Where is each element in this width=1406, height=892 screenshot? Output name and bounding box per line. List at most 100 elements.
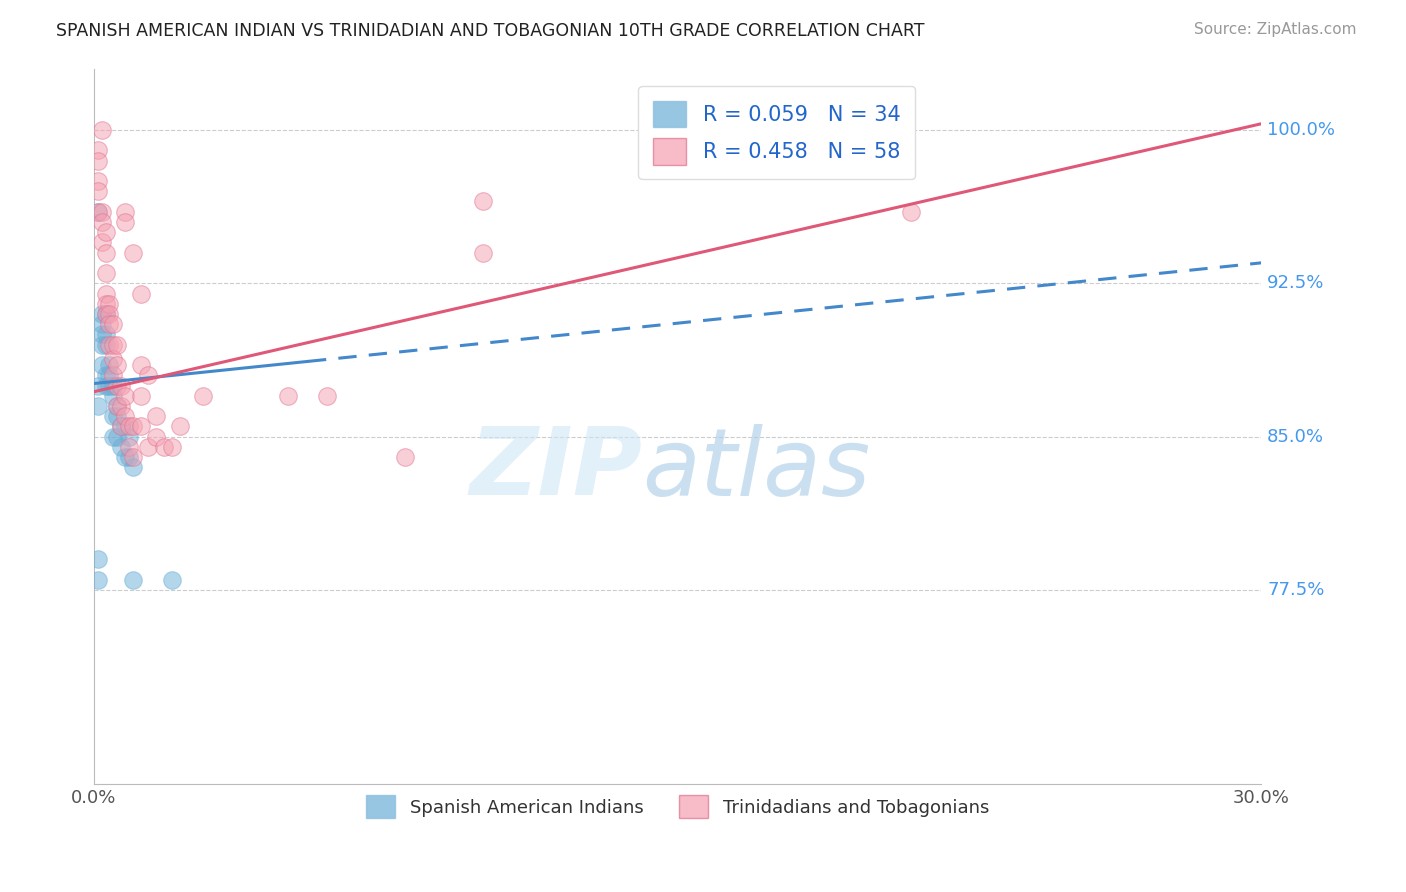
Point <box>129 286 152 301</box>
Point <box>90 204 112 219</box>
Point <box>105 399 128 413</box>
Point <box>114 215 136 229</box>
Point <box>316 389 339 403</box>
Text: Source: ZipAtlas.com: Source: ZipAtlas.com <box>1194 22 1357 37</box>
Point <box>87 204 110 219</box>
Point <box>90 235 112 250</box>
Point <box>110 399 132 413</box>
Point <box>121 450 143 465</box>
Point <box>90 317 112 331</box>
Point <box>90 307 112 321</box>
Point <box>87 174 110 188</box>
Point <box>394 450 416 465</box>
Point <box>110 440 132 454</box>
Point <box>118 440 141 454</box>
Point <box>98 368 121 383</box>
Point <box>103 337 125 351</box>
Point <box>277 389 299 403</box>
Point <box>114 204 136 219</box>
Point <box>103 368 125 383</box>
Point <box>90 337 112 351</box>
Point <box>98 358 121 372</box>
Point <box>110 419 132 434</box>
Point <box>138 440 160 454</box>
Point <box>90 358 112 372</box>
Point <box>103 430 125 444</box>
Point <box>114 419 136 434</box>
Point <box>121 419 143 434</box>
Point <box>110 419 132 434</box>
Text: ZIP: ZIP <box>470 424 643 516</box>
Point <box>472 194 495 209</box>
Point <box>823 123 845 137</box>
Point <box>160 440 183 454</box>
Point <box>121 573 143 587</box>
Point <box>129 419 152 434</box>
Point <box>145 430 167 444</box>
Point <box>110 378 132 392</box>
Point <box>87 204 110 219</box>
Point <box>87 184 110 198</box>
Text: atlas: atlas <box>643 424 870 515</box>
Point <box>98 378 121 392</box>
Point <box>114 389 136 403</box>
Point <box>900 204 922 219</box>
Point <box>94 286 117 301</box>
Point <box>105 430 128 444</box>
Point <box>94 307 117 321</box>
Point <box>153 440 176 454</box>
Point <box>103 317 125 331</box>
Point <box>94 297 117 311</box>
Point <box>90 123 112 137</box>
Point <box>98 337 121 351</box>
Text: 100.0%: 100.0% <box>1267 121 1336 139</box>
Point <box>472 245 495 260</box>
Point <box>90 327 112 342</box>
Point <box>94 327 117 342</box>
Point <box>105 409 128 424</box>
Point <box>160 573 183 587</box>
Point <box>118 430 141 444</box>
Point <box>94 368 117 383</box>
Point <box>87 144 110 158</box>
Point <box>98 307 121 321</box>
Legend: Spanish American Indians, Trinidadians and Tobagonians: Spanish American Indians, Trinidadians a… <box>359 788 997 825</box>
Point <box>87 399 110 413</box>
Point <box>87 552 110 566</box>
Text: 85.0%: 85.0% <box>1267 427 1324 446</box>
Point <box>94 266 117 280</box>
Point <box>121 460 143 475</box>
Point <box>118 419 141 434</box>
Point <box>103 378 125 392</box>
Point <box>98 297 121 311</box>
Point <box>118 450 141 465</box>
Point <box>129 358 152 372</box>
Point <box>105 358 128 372</box>
Point <box>138 368 160 383</box>
Point <box>103 351 125 366</box>
Point <box>94 245 117 260</box>
Point <box>94 337 117 351</box>
Text: 92.5%: 92.5% <box>1267 275 1324 293</box>
Point <box>114 450 136 465</box>
Point <box>114 409 136 424</box>
Point <box>129 389 152 403</box>
Point <box>169 419 191 434</box>
Point <box>94 378 117 392</box>
Point <box>105 337 128 351</box>
Point <box>98 317 121 331</box>
Point <box>105 399 128 413</box>
Point <box>191 389 214 403</box>
Point <box>105 378 128 392</box>
Point <box>87 378 110 392</box>
Point <box>94 307 117 321</box>
Point <box>87 153 110 168</box>
Point <box>94 225 117 239</box>
Point <box>103 389 125 403</box>
Text: SPANISH AMERICAN INDIAN VS TRINIDADIAN AND TOBAGONIAN 10TH GRADE CORRELATION CHA: SPANISH AMERICAN INDIAN VS TRINIDADIAN A… <box>56 22 925 40</box>
Point <box>87 573 110 587</box>
Point <box>90 215 112 229</box>
Point <box>103 409 125 424</box>
Point <box>145 409 167 424</box>
Text: 77.5%: 77.5% <box>1267 581 1324 599</box>
